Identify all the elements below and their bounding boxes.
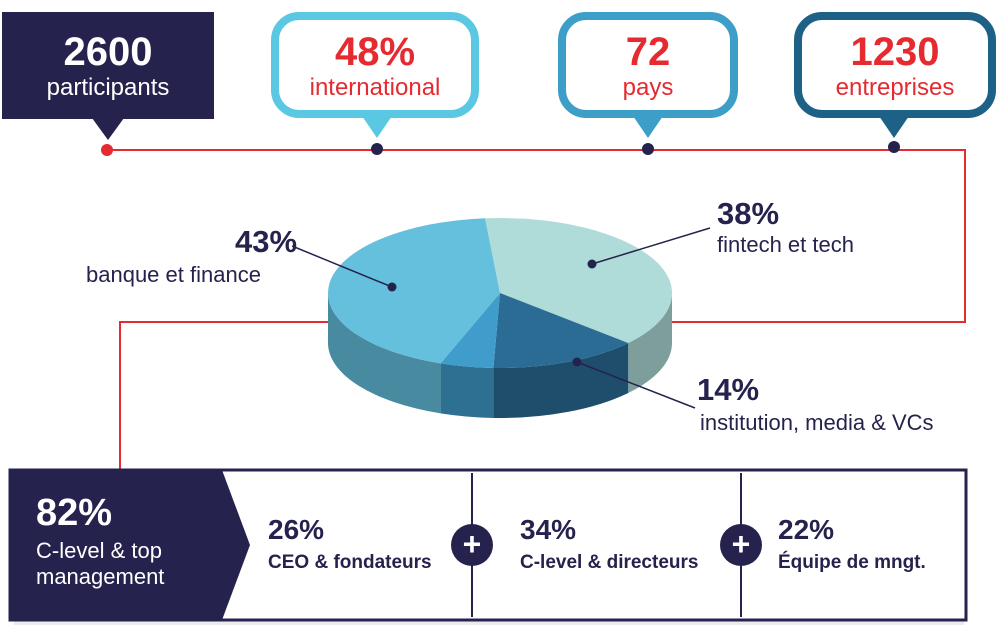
pie-slice-2	[493, 293, 629, 369]
management-total-pct: 82%	[36, 492, 113, 534]
pie-leaders	[291, 227, 711, 409]
pie-side-3	[440, 363, 494, 418]
pie-side-2	[493, 342, 629, 419]
left-connector-line	[119, 321, 330, 472]
plus-symbol-2: +	[731, 526, 751, 562]
plus-symbol-1: +	[462, 526, 482, 562]
pie-sides	[328, 293, 672, 419]
management-total-panel	[10, 470, 250, 620]
plus-icon-2	[720, 524, 762, 566]
stat-international-value: 48%	[334, 30, 416, 74]
leader-dot-1	[587, 259, 597, 269]
management-total-line1: C-level & top	[36, 538, 162, 563]
mgmt-item-pct-equipe: 22%	[778, 514, 835, 545]
pie-slice-0	[328, 218, 500, 364]
leader-line-1	[591, 227, 711, 265]
mgmt-item-pct-clevel: 34%	[520, 514, 577, 545]
stat-participants: 2600 participants	[2, 32, 214, 100]
slice-label-pct-banque: 43%	[235, 224, 298, 259]
management-bar	[8, 468, 968, 625]
plus-icon-1	[451, 524, 493, 566]
stat-participants-value: 2600	[63, 30, 153, 74]
pie-slice-3	[440, 293, 500, 368]
stat-entreprises: 1230 entreprises	[798, 32, 992, 100]
stat-pays: 72 pays	[562, 32, 734, 100]
stat-pays-value: 72	[625, 30, 671, 74]
stat-bubble-entreprises	[794, 12, 996, 153]
stat-international-label: international	[309, 74, 441, 101]
slice-label-institution: institution, media & VCs	[700, 410, 934, 435]
mgmt-item-label-clevel: C-level & directeurs	[520, 552, 699, 573]
pie-side-0	[328, 293, 441, 414]
stat-callouts	[2, 12, 996, 156]
stat-bubble-international	[271, 12, 479, 155]
leader-dot-0	[387, 282, 397, 292]
management-total: 82% C-level & top management	[36, 494, 164, 590]
stat-pays-label: pays	[622, 74, 674, 101]
slice-label-banque: banque et finance	[86, 262, 261, 287]
stat-entreprises-label: entreprises	[835, 74, 955, 101]
pie-chart	[291, 218, 711, 419]
pie-tops	[328, 218, 672, 369]
stat-international: 48% international	[275, 32, 475, 100]
stat-entreprises-value: 1230	[850, 30, 940, 74]
pie-side-1	[628, 293, 672, 393]
mgmt-item-pct-ceo: 26%	[268, 514, 325, 545]
leader-line-2	[576, 361, 696, 409]
stat-box-participants	[2, 12, 214, 156]
mgmt-item-label-ceo: CEO & fondateurs	[268, 552, 432, 573]
mgmt-item-label-equipe: Équipe de mngt.	[778, 552, 926, 573]
management-total-line2: management	[36, 564, 165, 589]
pie-slice-1	[485, 218, 672, 343]
slice-label-fintech: fintech et tech	[717, 232, 854, 257]
leader-dot-2	[572, 357, 582, 367]
slice-label-pct-institution: 14%	[697, 372, 760, 407]
leader-line-0	[291, 245, 393, 288]
stat-participants-label: participants	[46, 74, 170, 101]
slice-label-pct-fintech: 38%	[717, 196, 780, 231]
stat-bubble-pays	[558, 12, 738, 155]
top-connector-line	[107, 149, 966, 323]
